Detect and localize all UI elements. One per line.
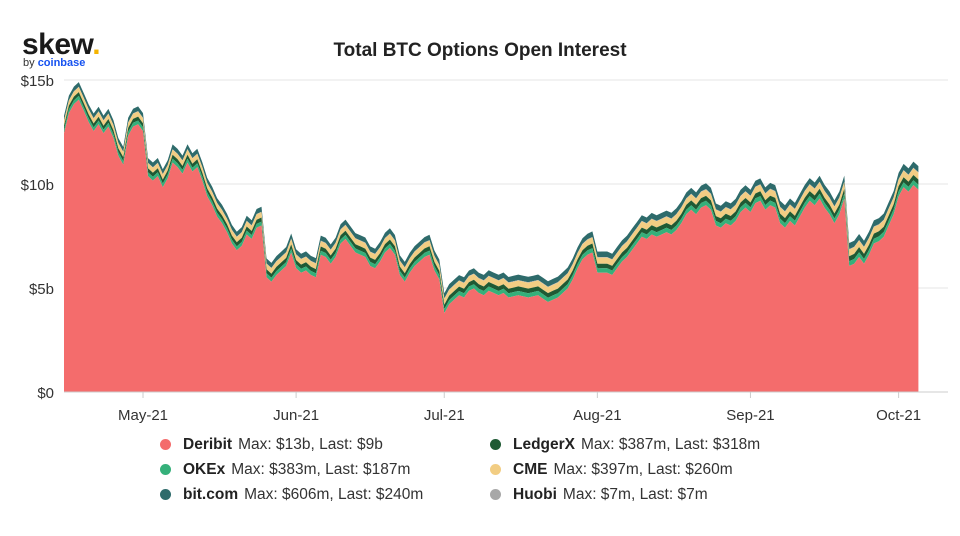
stacked-areas: [64, 82, 919, 392]
axes: $0 $5b $10b $15b May-21 Jun-21 Jul-21 Aug-21 Sep…: [21, 73, 948, 424]
legend-item-huobi[interactable]: Huobi Max: $7m, Last: $7m: [490, 486, 708, 504]
legend-series-stats: Max: $7m, Last: $7m: [562, 486, 708, 503]
legend-series-name: OKEx: [183, 461, 226, 478]
y-tick-label: $0: [37, 385, 54, 402]
y-tick-label: $10b: [21, 177, 54, 194]
area-ledgerx: [64, 92, 919, 310]
legend-item-bit-com[interactable]: bit.com Max: $606m, Last: $240m: [160, 486, 423, 504]
legend-item-okex[interactable]: OKEx Max: $383m, Last: $187m: [160, 461, 410, 479]
legend-series-stats: Max: $13b, Last: $9b: [238, 436, 383, 453]
x-tick-label: Jul-21: [424, 407, 465, 424]
legend-item-cme[interactable]: CME Max: $397m, Last: $260m: [490, 461, 733, 479]
x-tick-label: May-21: [118, 407, 168, 424]
legend-series-stats: Max: $387m, Last: $318m: [581, 436, 761, 453]
legend-swatch: [160, 464, 171, 475]
legend-series-name: CME: [513, 461, 548, 478]
skew-logo: skew. by coinbase: [22, 28, 101, 69]
legend-item-ledgerx[interactable]: LedgerX Max: $387m, Last: $318m: [490, 436, 760, 454]
area-deribit: [64, 99, 919, 392]
legend-series-name: bit.com: [183, 486, 239, 503]
legend-series-stats: Max: $397m, Last: $260m: [553, 461, 733, 478]
legend-swatch: [490, 439, 501, 450]
y-tick-label: $5b: [29, 281, 54, 298]
legend-series-stats: Max: $383m, Last: $187m: [231, 461, 411, 478]
area-bit-com: [64, 82, 919, 299]
legend-series-name: LedgerX: [513, 436, 576, 453]
chart-title: Total BTC Options Open Interest: [333, 40, 627, 61]
logo-wordmark: skew.: [22, 28, 101, 61]
x-tick-label: Oct-21: [876, 407, 921, 424]
legend-swatch: [160, 489, 171, 500]
logo-subtext: by coinbase: [23, 57, 86, 69]
area-cme: [64, 87, 919, 305]
legend-swatch: [160, 439, 171, 450]
legend-series-name: Deribit: [183, 436, 233, 453]
legend-swatch: [490, 489, 501, 500]
x-tick-label: Aug-21: [573, 407, 621, 424]
legend-swatch: [490, 464, 501, 475]
x-tick-label: Sep-21: [726, 407, 774, 424]
legend-series-stats: Max: $606m, Last: $240m: [244, 486, 424, 503]
y-tick-label: $15b: [21, 73, 54, 90]
legend-item-deribit[interactable]: Deribit Max: $13b, Last: $9b: [160, 436, 383, 454]
legend-series-name: Huobi: [513, 486, 557, 503]
x-tick-label: Jun-21: [273, 407, 319, 424]
